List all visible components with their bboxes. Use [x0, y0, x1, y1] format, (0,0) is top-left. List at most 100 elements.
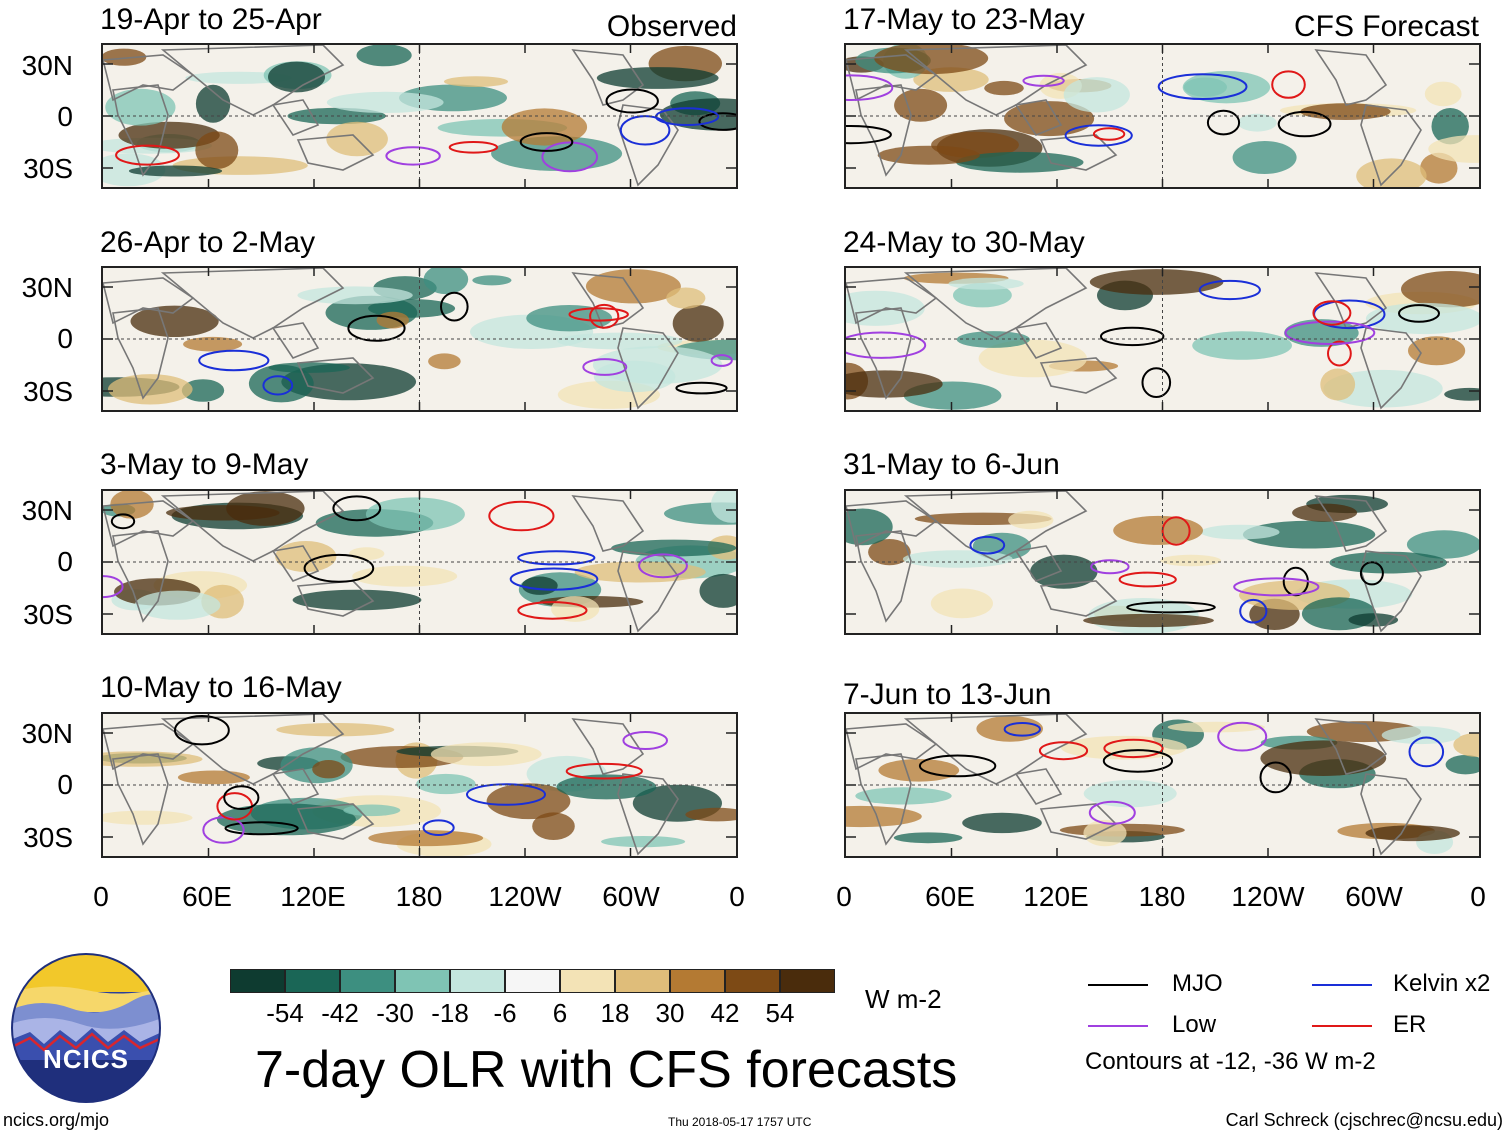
olr-anomaly-blob	[574, 561, 706, 583]
olr-anomaly-blob	[1356, 158, 1427, 187]
olr-anomaly-blob	[312, 760, 345, 779]
legend-label-low: Low	[1172, 1011, 1217, 1038]
legend-contour-note: Contours at -12, -36 W m-2	[1085, 1048, 1376, 1075]
olr-anomaly-blob	[368, 830, 484, 847]
olr-anomaly-blob	[1428, 135, 1479, 163]
olr-anomaly-blob	[699, 573, 736, 608]
olr-anomaly-blob	[585, 269, 681, 304]
olr-anomaly-blob	[1431, 108, 1469, 145]
panel-title-obs-1: 19-Apr to 25-Apr	[100, 3, 322, 36]
coastline	[617, 773, 679, 856]
colorbar-label: 6	[552, 998, 568, 1028]
olr-anomaly-blob	[962, 812, 1042, 834]
colorbar-swatch	[230, 969, 285, 993]
wave-contour	[1090, 559, 1130, 575]
olr-anomaly-blob	[491, 136, 623, 171]
wave-contour	[605, 88, 659, 114]
map-canvas	[846, 45, 1479, 187]
coastline	[1039, 580, 1118, 617]
olr-anomaly-blob	[292, 589, 422, 611]
olr-anomaly-blob	[685, 807, 736, 822]
lat-label-30n: 30N	[21, 50, 73, 81]
wave-contour	[568, 307, 629, 322]
map-canvas	[103, 714, 736, 856]
wave-contour	[1327, 340, 1352, 367]
coastline	[271, 545, 320, 582]
panel-title-fcst-1: 17-May to 23-May	[843, 3, 1085, 36]
footer-author[interactable]: Carl Schreck (cjschrec@ncsu.edu)	[1225, 1110, 1503, 1130]
colorbar-swatch	[780, 969, 835, 993]
olr-anomaly-blob	[365, 497, 465, 531]
map-panel-fcst-1	[844, 43, 1481, 189]
colorbar-label: -18	[431, 998, 469, 1028]
wave-contour	[115, 144, 180, 166]
wave-contour	[655, 107, 720, 126]
colorbar-label: 30	[655, 998, 685, 1028]
olr-anomaly-blob	[611, 539, 736, 557]
olr-anomaly-blob	[1083, 613, 1214, 628]
olr-anomaly-blob	[226, 491, 305, 526]
wave-contour	[1064, 124, 1133, 147]
wave-contour	[622, 731, 669, 750]
olr-anomaly-blob	[1329, 551, 1448, 574]
colorbar-swatch	[395, 969, 450, 993]
lon-label: 180	[1138, 881, 1186, 912]
map-panel-obs-3	[101, 489, 738, 635]
ncics-logo-text: NCICS	[43, 1044, 129, 1074]
wave-contour	[488, 500, 555, 532]
olr-anomaly-blob	[1320, 368, 1356, 401]
lat-label-30s: 30S	[23, 153, 73, 184]
olr-anomaly-blob	[118, 121, 220, 149]
coastline	[103, 723, 195, 771]
wave-contour	[1103, 738, 1164, 759]
coastline	[271, 322, 320, 359]
olr-anomaly-blob	[1160, 554, 1222, 567]
olr-anomaly-blob	[855, 787, 952, 805]
olr-anomaly-blob	[596, 67, 719, 89]
legend-label-er: ER	[1393, 1011, 1427, 1038]
olr-anomaly-blob	[1444, 387, 1479, 401]
coastline	[846, 723, 938, 771]
lon-label: 0	[729, 881, 745, 912]
panel-title-obs-2: 26-Apr to 2-May	[100, 226, 316, 259]
colorbar-swatch	[340, 969, 395, 993]
olr-anomaly-blob	[428, 353, 461, 370]
colorbar-label: 54	[765, 998, 795, 1028]
olr-anomaly-blob	[195, 84, 231, 123]
wave-contour	[517, 550, 596, 566]
wave-contour	[1259, 761, 1292, 794]
colorbar-swatch	[450, 969, 505, 993]
coastline	[1014, 545, 1063, 582]
wave-contour	[1126, 601, 1216, 614]
olr-anomaly-blob	[356, 45, 412, 67]
lon-label: 0	[93, 881, 109, 912]
coastline	[1014, 99, 1063, 136]
wave-contour	[1102, 749, 1173, 773]
olr-anomaly-blob	[1260, 740, 1387, 776]
olr-anomaly-blob	[181, 379, 225, 402]
olr-anomaly-blob	[1401, 271, 1479, 308]
wave-contour	[1038, 741, 1089, 761]
wave-contour	[224, 821, 299, 836]
olr-anomaly-blob	[846, 370, 943, 398]
wave-contour	[103, 575, 124, 599]
colorbar-label: -54	[266, 998, 304, 1028]
coastline	[271, 99, 320, 136]
olr-anomaly-blob	[416, 773, 476, 795]
olr-anomaly-blob	[268, 61, 325, 93]
wave-contour	[1277, 110, 1332, 138]
olr-anomaly-blob	[1004, 101, 1095, 137]
lat-label-30s: 30S	[23, 599, 73, 630]
wave-contour	[918, 754, 997, 778]
coastline	[296, 803, 375, 840]
olr-anomaly-blob	[1113, 515, 1203, 545]
olr-anomaly-blob	[593, 360, 676, 393]
wave-contour	[698, 112, 736, 131]
coastline	[1314, 272, 1388, 329]
olr-anomaly-blob	[103, 810, 193, 825]
olr-anomaly-blob	[1183, 77, 1227, 97]
colorbar-label: -6	[493, 998, 517, 1028]
olr-anomaly-blob	[984, 80, 1024, 96]
olr-anomaly-blob	[103, 48, 147, 66]
footer-url[interactable]: ncics.org/mjo	[3, 1110, 110, 1130]
